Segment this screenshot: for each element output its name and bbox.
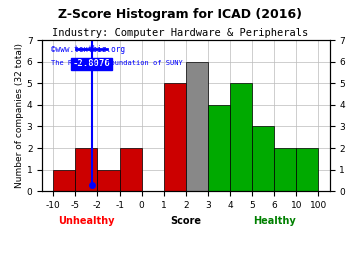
Bar	[98, 170, 120, 191]
Bar	[120, 148, 142, 191]
Y-axis label: Number of companies (32 total): Number of companies (32 total)	[15, 43, 24, 188]
Bar	[274, 148, 296, 191]
Bar	[75, 148, 98, 191]
Bar	[186, 62, 208, 191]
Text: Z-Score Histogram for ICAD (2016): Z-Score Histogram for ICAD (2016)	[58, 8, 302, 21]
Text: Score: Score	[170, 216, 201, 226]
Bar	[296, 148, 319, 191]
Bar	[53, 170, 75, 191]
Text: ©www.textbiz.org: ©www.textbiz.org	[51, 45, 125, 54]
Text: Industry: Computer Hardware & Peripherals: Industry: Computer Hardware & Peripheral…	[52, 28, 308, 38]
Text: -2.8076: -2.8076	[73, 59, 111, 68]
Bar	[252, 126, 274, 191]
Text: Healthy: Healthy	[253, 216, 296, 226]
Bar	[208, 105, 230, 191]
Bar	[164, 83, 186, 191]
Text: The Research Foundation of SUNY: The Research Foundation of SUNY	[51, 60, 183, 66]
Bar	[230, 83, 252, 191]
Text: Unhealthy: Unhealthy	[58, 216, 115, 226]
